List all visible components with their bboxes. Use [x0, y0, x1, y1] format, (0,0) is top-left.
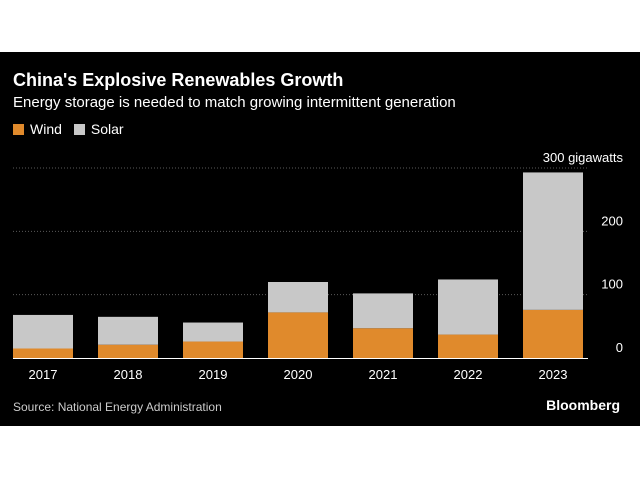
x-tick-label-2022: 2022: [454, 367, 483, 382]
bar-solar-2017: [13, 314, 73, 349]
chart-panel: China's Explosive Renewables Growth Ener…: [0, 52, 640, 426]
bar-solar-2021: [353, 293, 413, 329]
bar-solar-2023: [523, 172, 583, 310]
bar-wind-2023: [523, 309, 583, 358]
y-tick-label-300: 300 gigawatts: [543, 150, 624, 165]
y-tick-label-200: 200: [601, 213, 623, 228]
chart-legend: Wind Solar: [13, 121, 136, 137]
bar-solar-2019: [183, 322, 243, 342]
bar-wind-2020: [268, 312, 328, 358]
x-tick-label-2023: 2023: [539, 367, 568, 382]
legend-label-solar: Solar: [90, 121, 124, 137]
legend-item-wind: Wind: [13, 121, 62, 137]
legend-label-wind: Wind: [30, 121, 62, 137]
bar-solar-2018: [98, 316, 158, 345]
bar-wind-2018: [98, 344, 158, 358]
source-note: Source: National Energy Administration: [13, 400, 222, 414]
legend-swatch-solar: [73, 123, 85, 135]
y-tick-label-0: 0: [616, 340, 623, 355]
legend-item-solar: Solar: [73, 121, 124, 137]
bar-wind-2022: [438, 334, 498, 358]
x-tick-label-2021: 2021: [369, 367, 398, 382]
bar-wind-2017: [13, 348, 73, 358]
chart-subtitle: Energy storage is needed to match growin…: [13, 94, 456, 111]
x-tick-label-2017: 2017: [29, 367, 58, 382]
bar-wind-2019: [183, 341, 243, 358]
y-tick-label-100: 100: [601, 277, 623, 292]
chart-title: China's Explosive Renewables Growth: [13, 70, 344, 90]
legend-swatch-wind: [13, 123, 24, 135]
x-tick-label-2018: 2018: [114, 367, 143, 382]
bar-solar-2022: [438, 279, 498, 335]
x-tick-label-2019: 2019: [199, 367, 228, 382]
bloomberg-logo: Bloomberg: [546, 397, 620, 413]
bar-wind-2021: [353, 328, 413, 358]
stacked-bar-chart: 0 100 200 300 gigawatts 2017 2018 2019 2020 2021…: [13, 150, 624, 382]
x-tick-label-2020: 2020: [284, 367, 313, 382]
bar-solar-2020: [268, 282, 328, 313]
